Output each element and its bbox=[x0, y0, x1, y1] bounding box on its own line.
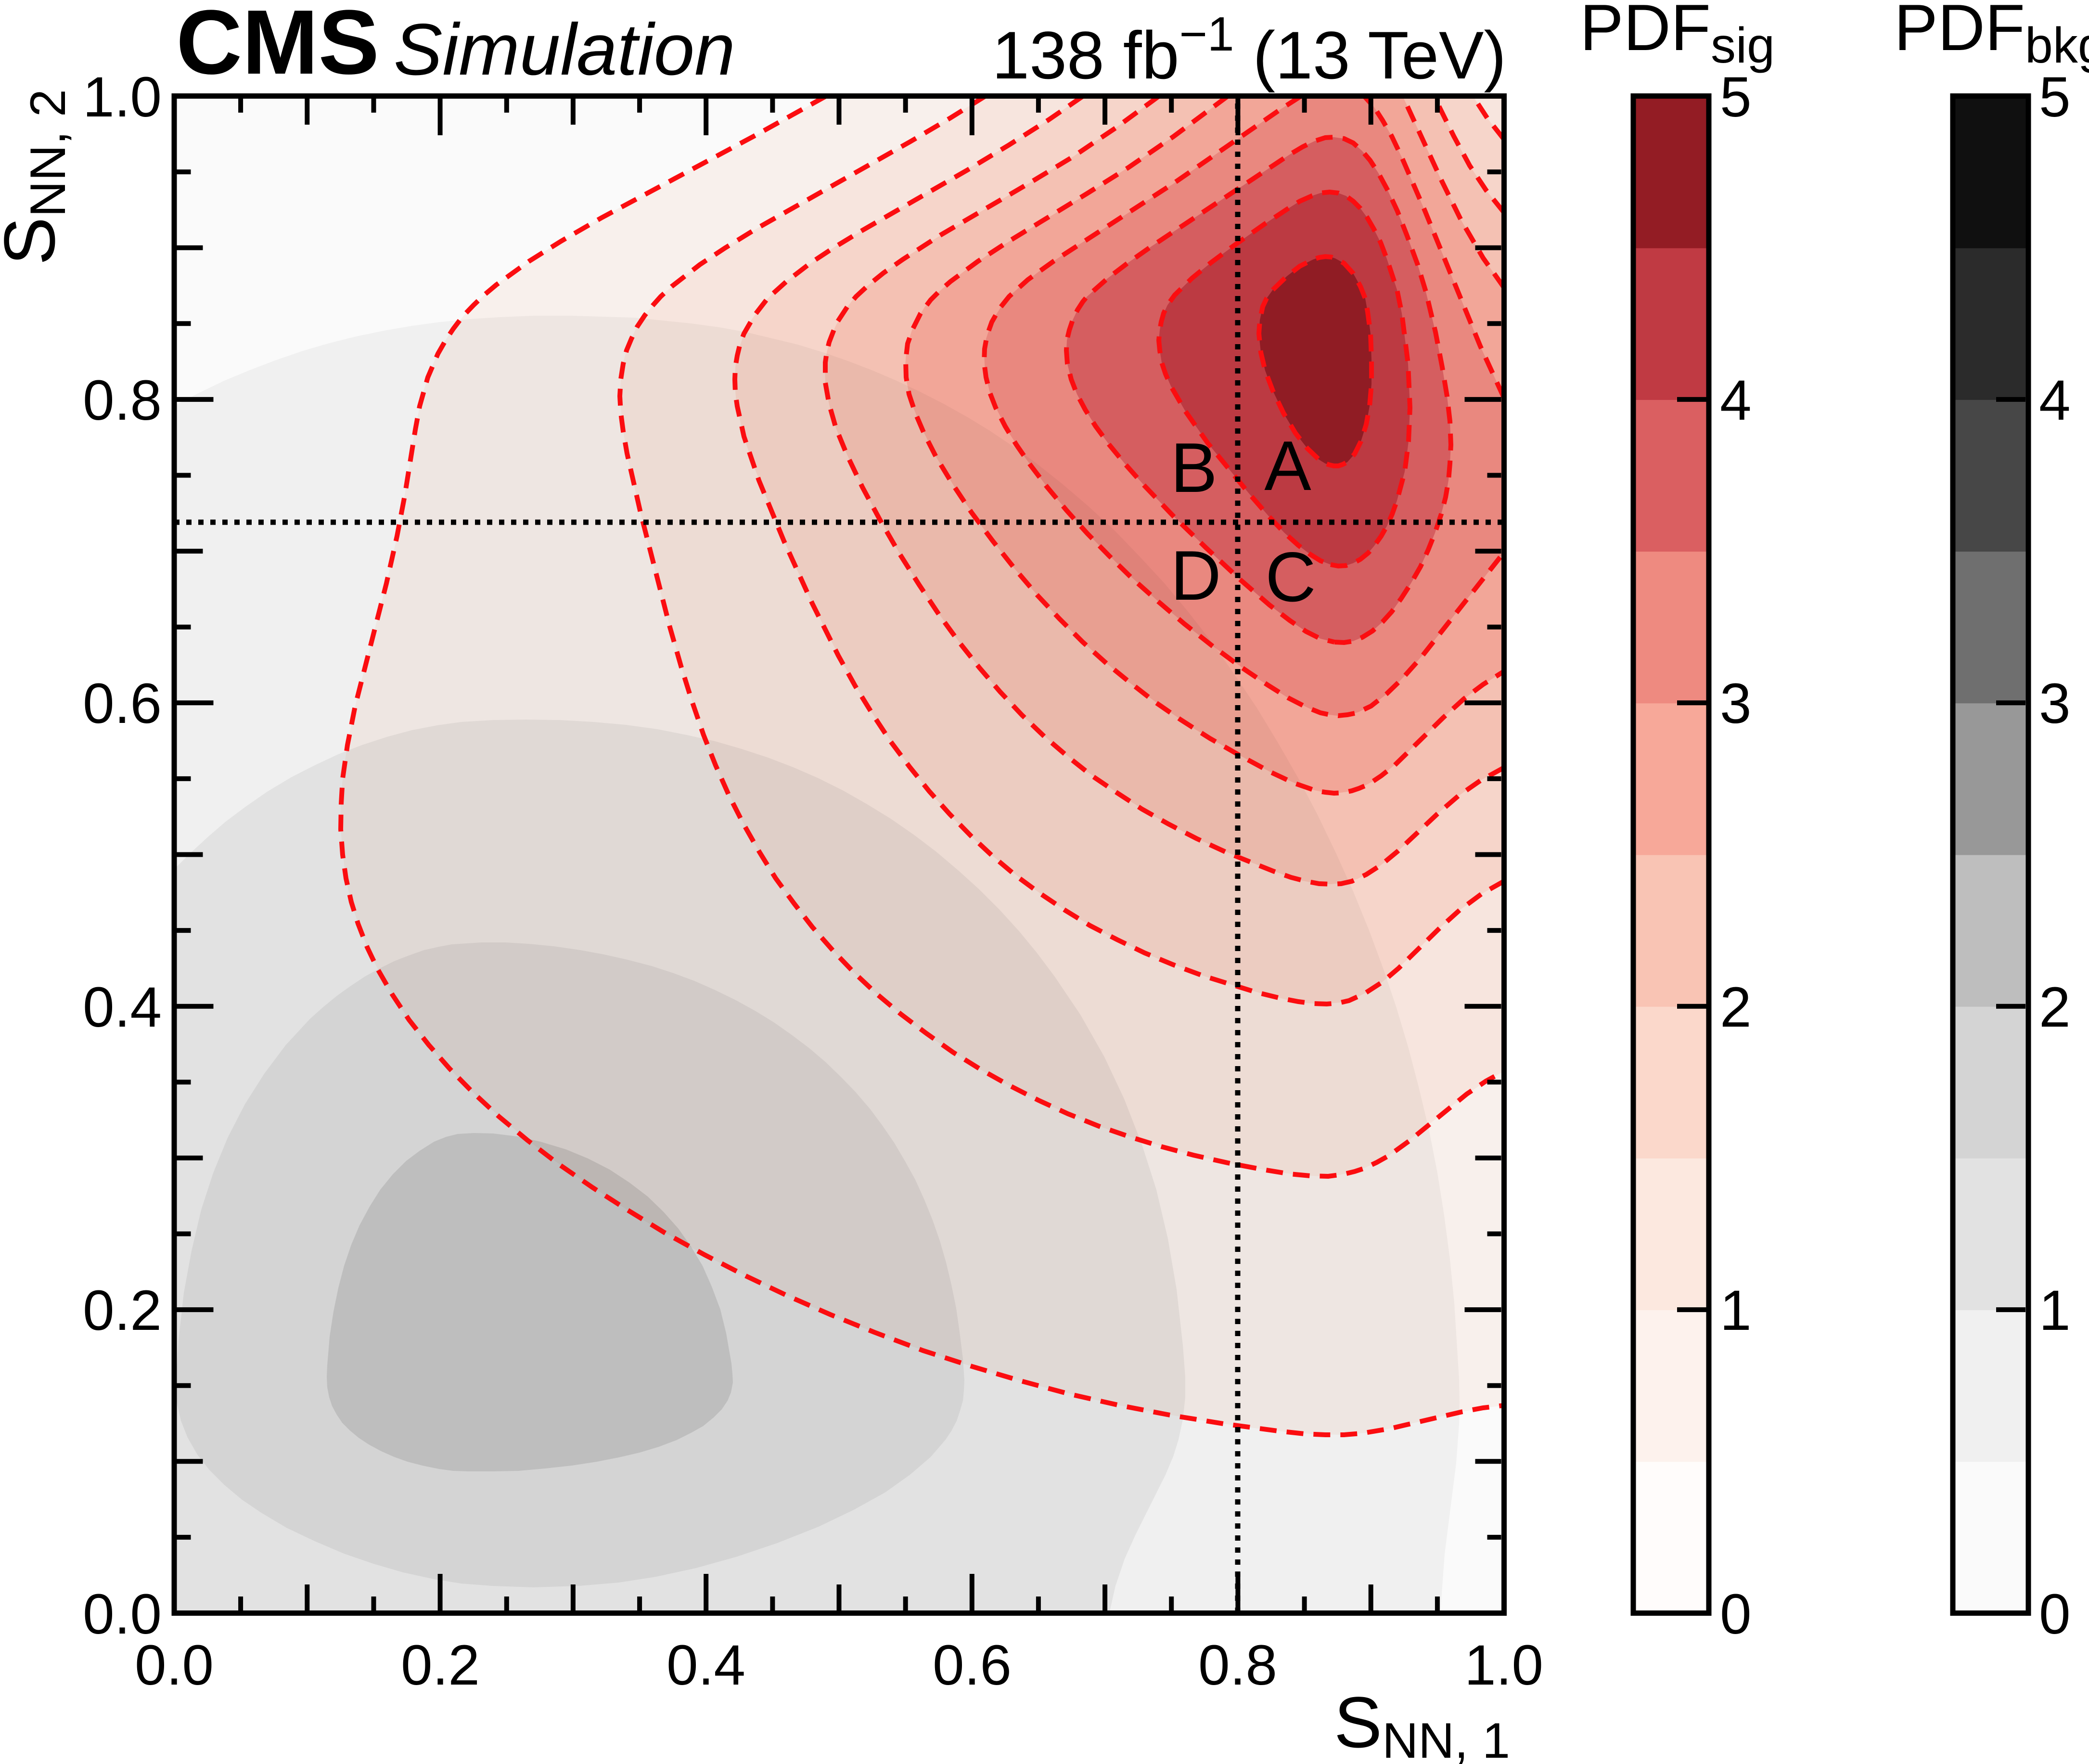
svg-text:1.0: 1.0 bbox=[1464, 1634, 1543, 1697]
svg-text:B: B bbox=[1170, 428, 1217, 507]
svg-text:1: 1 bbox=[1720, 1279, 1752, 1342]
svg-text:0: 0 bbox=[2039, 1583, 2071, 1646]
svg-text:0: 0 bbox=[1720, 1583, 1752, 1646]
svg-text:0.0: 0.0 bbox=[135, 1634, 214, 1697]
svg-text:0.8: 0.8 bbox=[1198, 1634, 1277, 1697]
svg-text:1.0: 1.0 bbox=[83, 65, 162, 129]
svg-text:0.0: 0.0 bbox=[83, 1583, 162, 1646]
svg-text:Simulation: Simulation bbox=[394, 9, 735, 90]
svg-text:A: A bbox=[1264, 426, 1311, 505]
svg-text:5: 5 bbox=[1720, 65, 1752, 129]
svg-text:3: 3 bbox=[1720, 672, 1752, 735]
svg-text:C: C bbox=[1265, 538, 1316, 616]
svg-text:4: 4 bbox=[1720, 369, 1752, 432]
svg-text:0.4: 0.4 bbox=[83, 976, 162, 1039]
svg-text:2: 2 bbox=[2039, 976, 2071, 1039]
svg-text:0.2: 0.2 bbox=[83, 1279, 162, 1342]
svg-text:3: 3 bbox=[2039, 672, 2071, 735]
svg-text:0.6: 0.6 bbox=[933, 1634, 1012, 1697]
svg-text:0.2: 0.2 bbox=[401, 1634, 480, 1697]
svg-text:CMS: CMS bbox=[176, 0, 379, 93]
svg-text:SNN, 2: SNN, 2 bbox=[0, 89, 76, 265]
svg-text:5: 5 bbox=[2039, 65, 2071, 129]
svg-text:0.4: 0.4 bbox=[666, 1634, 745, 1697]
svg-text:0.6: 0.6 bbox=[83, 672, 162, 735]
svg-text:2: 2 bbox=[1720, 976, 1752, 1039]
svg-text:4: 4 bbox=[2039, 369, 2071, 432]
svg-text:1: 1 bbox=[2039, 1279, 2071, 1342]
svg-text:138 fb−1 (13 TeV): 138 fb−1 (13 TeV) bbox=[992, 7, 1506, 93]
svg-text:D: D bbox=[1170, 536, 1221, 615]
svg-text:0.8: 0.8 bbox=[83, 369, 162, 432]
